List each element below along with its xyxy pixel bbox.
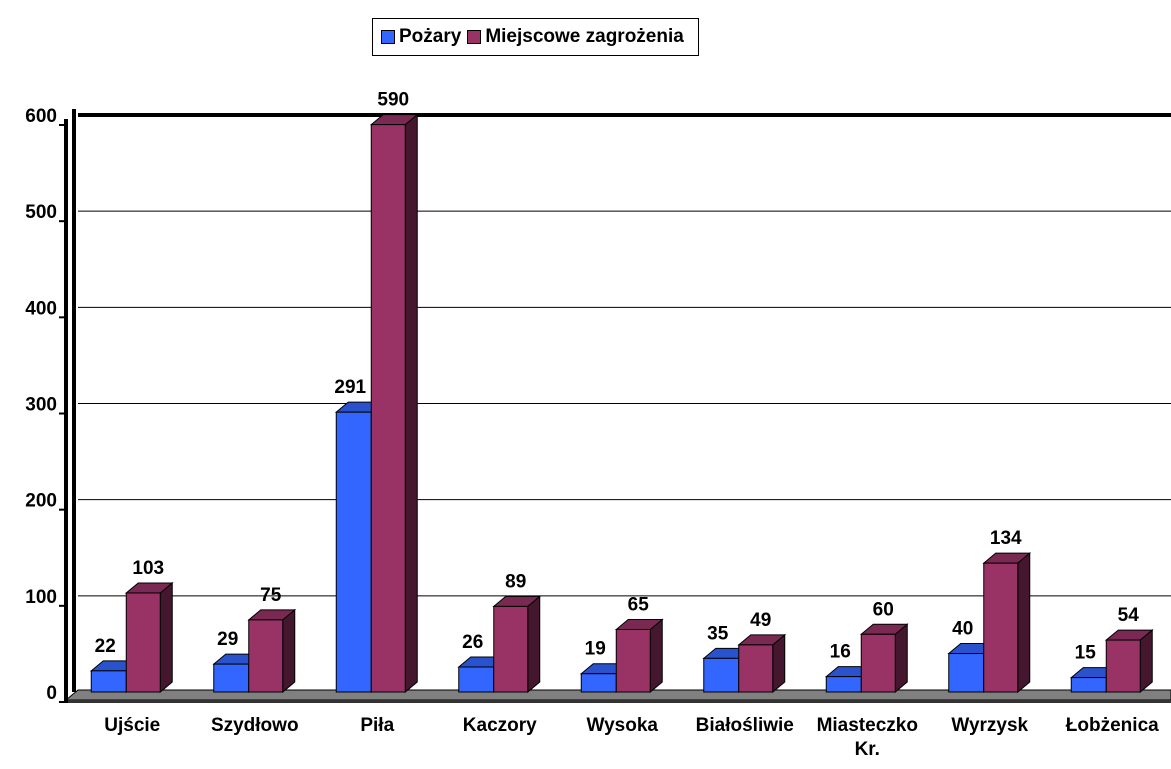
y-tick-label: 100 <box>25 587 57 608</box>
bar <box>825 676 862 693</box>
y-tick-label: 200 <box>25 491 57 512</box>
bar-side <box>894 623 908 694</box>
y-tick-label: 0 <box>46 683 57 704</box>
bar <box>738 644 774 693</box>
y-tick-label: 500 <box>25 202 57 223</box>
data-label: 134 <box>990 528 1022 549</box>
bar <box>90 670 127 693</box>
bar <box>335 411 372 693</box>
x-tick-label: Kaczory <box>462 715 537 736</box>
x-tick-label: Białośliwie <box>695 715 794 736</box>
bar <box>703 657 740 693</box>
bar-side <box>1139 629 1153 694</box>
legend: Pożary Miejscowe zagrożenia <box>372 18 699 56</box>
bar <box>248 619 284 693</box>
bar <box>580 673 617 693</box>
data-label: 75 <box>260 585 282 606</box>
bar-side <box>282 608 296 694</box>
data-label: 103 <box>132 558 164 579</box>
data-label: 16 <box>830 642 851 663</box>
bar-side <box>1017 552 1031 694</box>
bar <box>615 628 651 693</box>
bar <box>860 633 896 693</box>
legend-item: Pożary <box>381 26 461 48</box>
floor-edge <box>66 700 1171 703</box>
bar-side <box>527 595 541 694</box>
legend-label: Miejscowe zagrożenia <box>485 26 684 47</box>
bar-side <box>159 581 173 694</box>
x-tick-label: Szydłowo <box>210 715 299 736</box>
x-tick-label: Łobżenica <box>1065 715 1159 736</box>
bar <box>213 663 250 693</box>
bar <box>1105 639 1141 693</box>
legend-label: Pożary <box>399 26 462 47</box>
data-label: 40 <box>952 619 973 640</box>
bar <box>125 592 161 693</box>
data-label: 19 <box>585 639 606 660</box>
data-label: 89 <box>505 571 526 592</box>
data-label: 291 <box>334 377 366 398</box>
data-label: 35 <box>707 623 729 644</box>
legend-swatch <box>381 30 395 44</box>
data-label: 590 <box>377 90 409 111</box>
bar <box>493 605 529 693</box>
data-label: 60 <box>873 599 894 620</box>
bar <box>370 124 406 693</box>
y-tick-label: 400 <box>25 298 57 319</box>
bar <box>458 666 495 693</box>
legend-item: Miejscowe zagrożenia <box>467 26 684 48</box>
bar <box>948 653 985 693</box>
data-label: 26 <box>462 632 483 653</box>
bar <box>1070 677 1107 693</box>
bar-side <box>649 618 663 694</box>
x-tick-label: Ujście <box>104 715 161 736</box>
x-tick-label: Wysoka <box>586 715 658 736</box>
bar-side <box>404 113 418 694</box>
x-tick-label: Miasteczko Kr. <box>816 715 918 760</box>
bar <box>983 562 1019 693</box>
y-tick-label: 600 <box>25 106 57 127</box>
data-label: 29 <box>217 629 238 650</box>
data-label: 54 <box>1118 605 1140 626</box>
data-label: 65 <box>628 595 650 616</box>
y-tick-label: 300 <box>25 395 57 416</box>
x-tick-label: Wyrzysk <box>951 715 1029 736</box>
data-label: 15 <box>1075 643 1097 664</box>
data-label: 49 <box>750 610 771 631</box>
x-tick-label: Piła <box>360 715 395 736</box>
legend-swatch <box>467 30 482 44</box>
data-label: 22 <box>95 636 116 657</box>
